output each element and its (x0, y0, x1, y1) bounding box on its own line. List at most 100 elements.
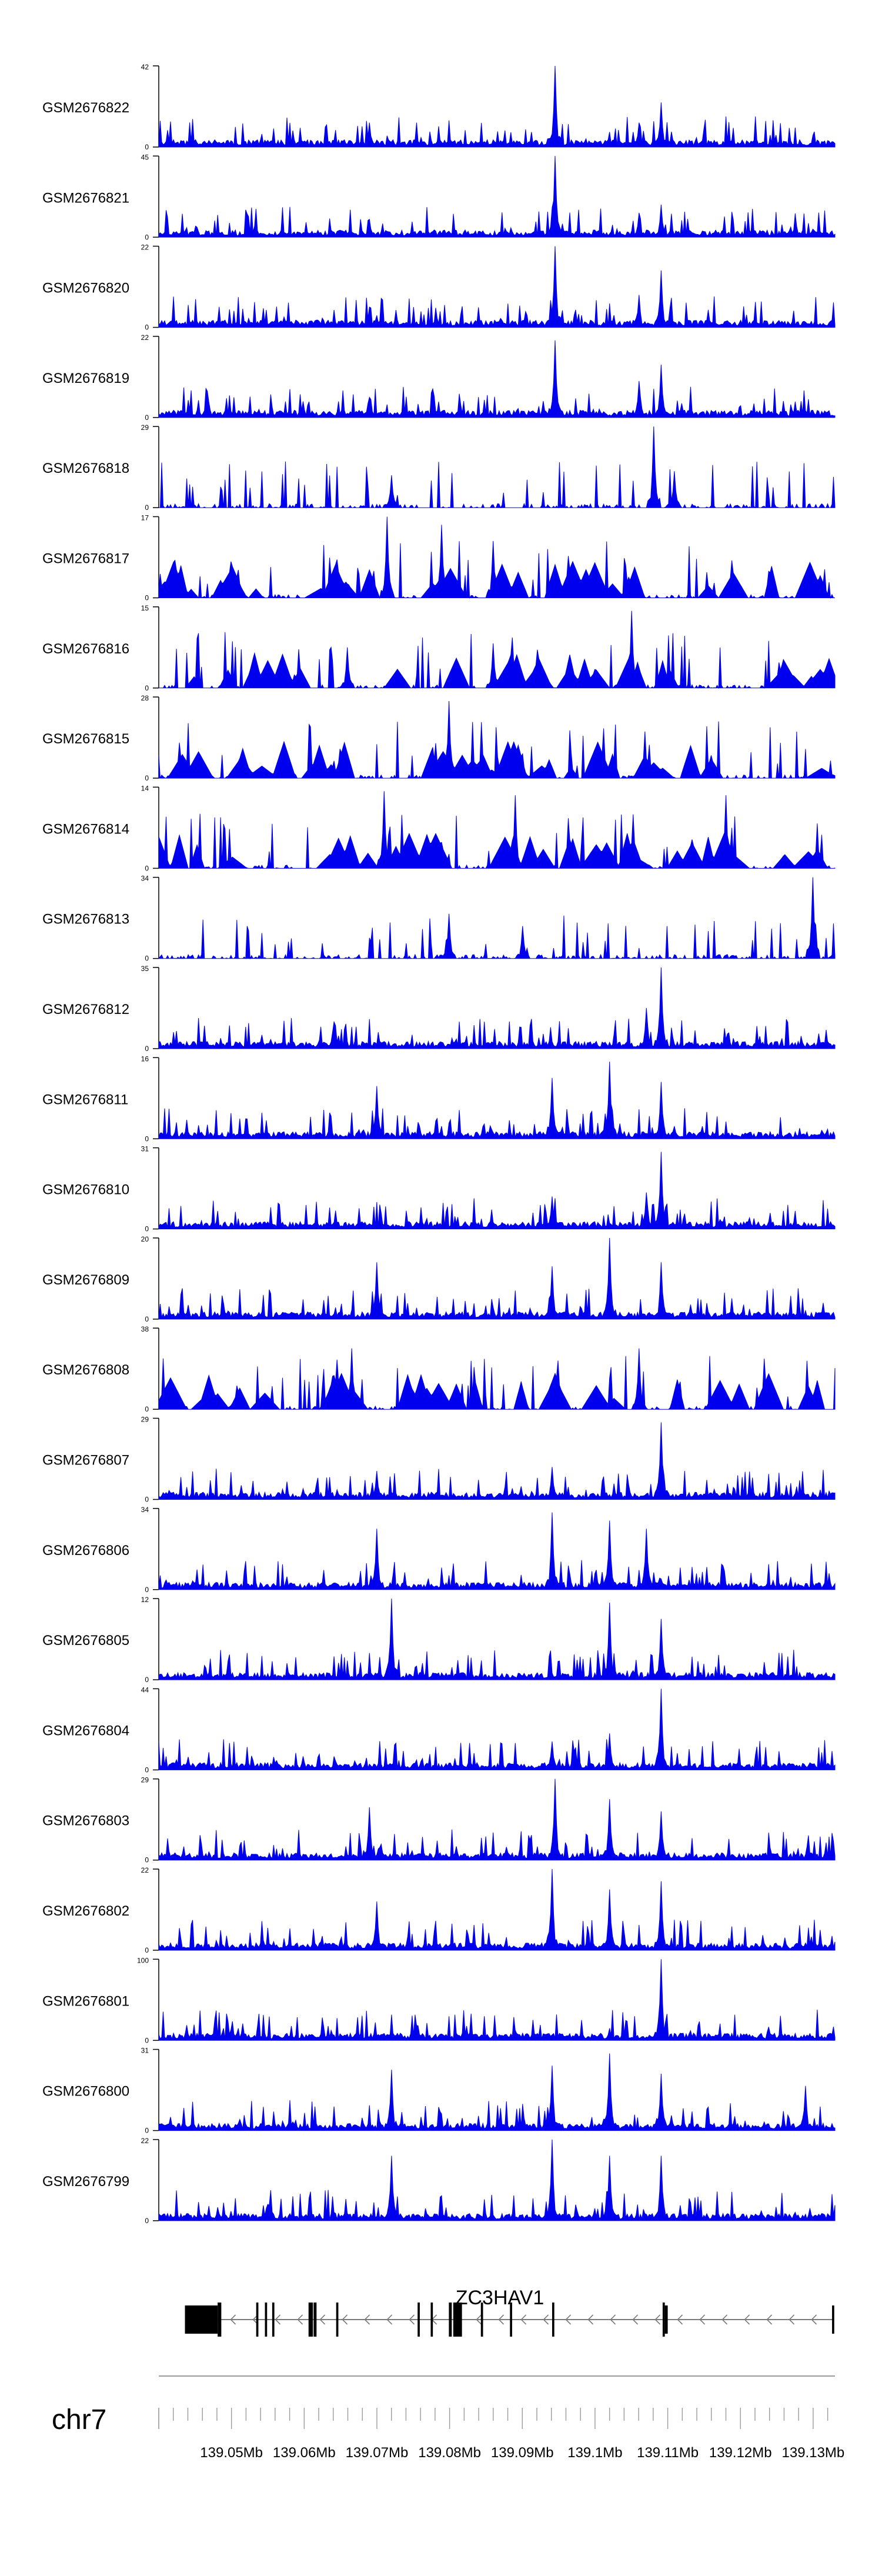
y-min-label: 0 (145, 413, 149, 422)
y-min-label: 0 (145, 233, 149, 241)
strand-arrow (654, 2314, 661, 2325)
track-label: GSM2676817 (42, 551, 129, 567)
gene-model-track: ZC3HAV1 (185, 2287, 834, 2337)
gene-exon (430, 2303, 433, 2337)
y-min-label: 0 (145, 1405, 149, 1413)
y-max-label: 16 (141, 1055, 149, 1063)
coverage-area (159, 426, 836, 509)
track-label: GSM2676814 (42, 821, 129, 837)
y-max-label: 22 (141, 243, 149, 252)
axis-tick-label: 139.07Mb (346, 2445, 409, 2461)
track-label: GSM2676804 (42, 1723, 129, 1739)
track-label: GSM2676808 (42, 1362, 129, 1378)
gene-exon (449, 2303, 452, 2337)
y-max-label: 42 (141, 63, 149, 71)
track-label: GSM2676822 (42, 100, 129, 116)
coverage-area (158, 246, 836, 328)
strand-arrow (319, 2314, 326, 2325)
coverage-area (158, 1959, 836, 2041)
track-GSM2676818: GSM2676818 29 0 (42, 423, 836, 512)
coverage-area (158, 791, 836, 870)
track-GSM2676811: GSM2676811 16 0 (42, 1055, 836, 1143)
strand-arrow (498, 2314, 505, 2325)
y-min-label: 0 (145, 864, 149, 872)
axis-tick-label: 139.05Mb (200, 2445, 263, 2461)
y-min-label: 0 (145, 2217, 149, 2225)
y-min-label: 0 (145, 684, 149, 692)
track-GSM2676808: GSM2676808 38 0 (42, 1325, 836, 1413)
strand-arrow (520, 2314, 527, 2325)
coverage-area (158, 2139, 836, 2221)
track-label: GSM2676802 (42, 1903, 129, 1919)
y-max-label: 22 (141, 333, 149, 342)
gene-exon (664, 2305, 668, 2334)
track-label: GSM2676805 (42, 1633, 129, 1649)
coverage-area (158, 65, 836, 148)
track-GSM2676812: GSM2676812 35 0 (42, 965, 836, 1053)
y-min-label: 0 (145, 1045, 149, 1053)
gene-exon (313, 2303, 317, 2337)
coverage-area (158, 1512, 836, 1590)
track-GSM2676806: GSM2676806 34 0 (42, 1506, 836, 1594)
coverage-area (158, 156, 836, 238)
strand-arrow (587, 2314, 594, 2325)
axis-tick-label: 139.08Mb (418, 2445, 481, 2461)
axis-tick-label: 139.12Mb (709, 2445, 772, 2461)
coverage-area (158, 2053, 836, 2131)
strand-arrow (766, 2314, 773, 2325)
gene-exon (272, 2303, 275, 2337)
track-GSM2676803: GSM2676803 29 0 (42, 1776, 836, 1864)
gene-label: ZC3HAV1 (456, 2287, 544, 2309)
track-label: GSM2676813 (42, 912, 129, 927)
y-min-label: 0 (145, 1766, 149, 1774)
coverage-tracks: GSM2676822420GSM2676821450GSM2676820220G… (42, 63, 836, 2225)
strand-arrow (610, 2314, 616, 2325)
gene-exon (417, 2303, 420, 2337)
strand-arrow (565, 2314, 572, 2325)
track-label: GSM2676811 (42, 1092, 128, 1107)
track-label: GSM2676806 (42, 1543, 129, 1559)
y-max-label: 12 (141, 1596, 149, 1604)
y-max-label: 17 (141, 514, 149, 522)
track-label: GSM2676816 (42, 641, 129, 657)
y-max-label: 20 (141, 1235, 149, 1243)
track-label: GSM2676815 (42, 731, 129, 747)
coverage-area (158, 1237, 836, 1320)
y-max-label: 31 (141, 1145, 149, 1153)
track-GSM2676815: GSM2676815 28 0 (42, 694, 836, 782)
y-min-label: 0 (145, 2036, 149, 2044)
coverage-area (158, 1868, 836, 1951)
track-GSM2676813: GSM2676813 34 0 (42, 875, 836, 963)
y-max-label: 15 (141, 604, 149, 612)
coverage-area (158, 967, 836, 1049)
y-min-label: 0 (145, 955, 149, 963)
coverage-area (158, 1599, 836, 1680)
gene-exon (832, 2305, 834, 2334)
strand-arrow (744, 2314, 750, 2325)
coverage-area (158, 516, 835, 599)
track-label: GSM2676821 (42, 190, 129, 206)
gene-exon (662, 2303, 665, 2337)
strand-arrow (699, 2314, 706, 2325)
strand-arrow (677, 2314, 683, 2325)
y-max-label: 22 (141, 1866, 149, 1874)
coverage-area (158, 1062, 836, 1139)
axis-tick-label: 139.06Mb (273, 2445, 336, 2461)
track-label: GSM2676810 (42, 1182, 129, 1198)
track-GSM2676820: GSM2676820 22 0 (42, 243, 836, 332)
strand-arrow (364, 2314, 370, 2325)
strand-arrow (543, 2314, 549, 2325)
y-min-label: 0 (145, 1946, 149, 1954)
gene-exon (510, 2303, 512, 2337)
track-GSM2676805: GSM2676805 12 0 (42, 1596, 836, 1684)
y-min-label: 0 (145, 1676, 149, 1684)
y-max-label: 28 (141, 694, 149, 702)
y-min-label: 0 (145, 774, 149, 782)
y-max-label: 29 (141, 1416, 149, 1424)
y-min-label: 0 (145, 1856, 149, 1864)
y-max-label: 34 (141, 875, 149, 883)
track-GSM2676809: GSM2676809 20 0 (42, 1235, 836, 1323)
y-min-label: 0 (145, 1496, 149, 1504)
y-max-label: 44 (141, 1686, 149, 1694)
y-max-label: 29 (141, 423, 149, 432)
